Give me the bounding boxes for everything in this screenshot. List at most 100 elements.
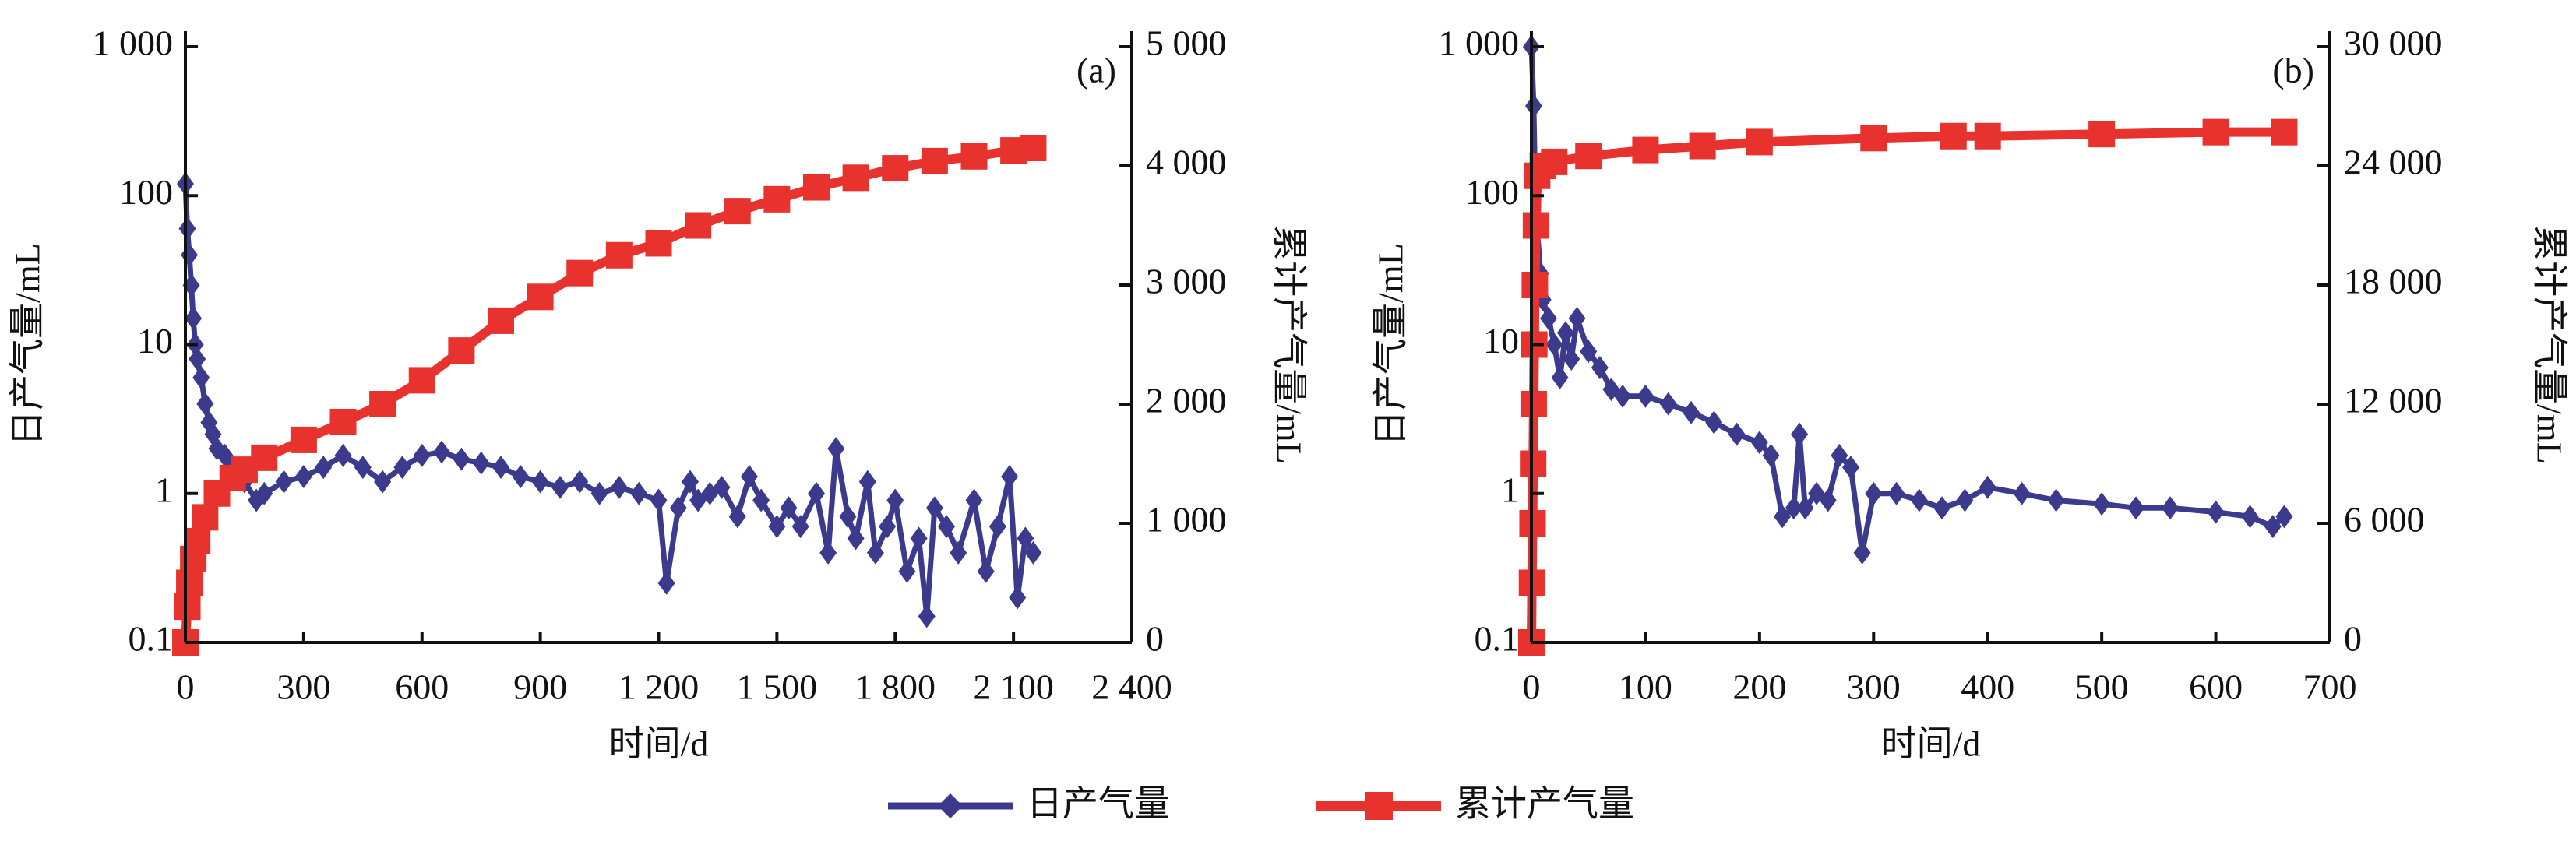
y-tick-label: 1 000 [93,23,174,63]
data-point [1024,540,1042,565]
y2-tick-label: 12 000 [2344,381,2443,420]
data-point [724,198,751,225]
data-point [2162,496,2179,520]
y2-tick-label: 5 000 [1146,23,1227,63]
data-point [918,604,936,628]
data-point [1705,410,1723,435]
data-point [1785,496,1802,520]
x-axis-label: 时间/d [1881,724,1981,764]
data-point [780,496,798,520]
data-point [2275,505,2293,529]
data-point [315,456,333,480]
y-tick-label: 0.1 [1475,619,1520,659]
data-point [1910,488,1928,512]
y-tick-label: 1 [155,470,173,509]
data-point [189,347,206,371]
data-point [1956,488,1974,512]
data-point [184,527,211,554]
data-point [2047,488,2065,512]
data-point [1545,333,1563,357]
y2-tick-label: 0 [1146,619,1164,659]
legend-label: 日产气量 [1027,784,1170,824]
data-point [393,456,411,480]
y2-axis-label: 累计产气量/mL [2529,225,2569,464]
data-point [2271,118,2298,146]
legend-marker [1365,792,1393,820]
x-tick-label: 1 800 [855,667,936,707]
data-point [566,259,594,287]
data-point [910,526,928,551]
legend: 日产气量 累计产气量 [888,784,1634,824]
data-point [1774,505,1792,529]
series-line [1528,46,2286,556]
data-point [1865,481,1883,505]
data-point [960,143,988,170]
data-point [1541,148,1568,175]
data-point [847,526,865,551]
data-point [369,391,396,417]
data-point [1831,443,1848,467]
data-point [1819,488,1837,512]
y2-tick-label: 3 000 [1146,262,1227,301]
panel-label: (b) [2272,51,2314,90]
data-point [713,475,731,499]
x-tick-label: 500 [2075,667,2129,707]
data-point [192,365,210,389]
data-point [1556,321,1574,345]
data-point [898,559,916,583]
data-point [1521,272,1549,298]
data-point [488,307,514,334]
data-point [1520,450,1547,477]
data-point [1940,122,1967,150]
data-point [2093,492,2111,516]
data-point [1637,384,1654,408]
data-point [921,147,948,174]
data-point [819,540,837,565]
data-point [1796,496,1814,520]
data-point [886,488,904,512]
y2-axis-label: 累计产气量/mL [1269,225,1309,464]
y-tick-label: 1 000 [1439,23,1520,63]
legend-marker [938,793,963,818]
data-point [512,464,530,488]
data-point [1017,526,1034,551]
data-point [2013,481,2031,505]
data-point [610,475,628,499]
y-tick-label: 1 [1501,470,1519,509]
data-point [1575,143,1602,170]
data-point [2202,118,2229,146]
data-point [2264,515,2282,539]
data-point [2241,505,2259,529]
data-point [752,488,770,512]
data-point [950,540,967,565]
data-point [251,444,278,471]
data-point [1551,365,1569,389]
data-point [682,470,699,494]
data-point [255,481,273,505]
data-point [965,488,983,512]
data-point [531,470,549,494]
data-point [879,515,897,539]
data-point [1746,128,1773,156]
data-point [527,283,554,311]
data-point [728,505,746,529]
data-point [866,540,884,565]
data-point [334,443,352,467]
data-point [1683,400,1700,424]
data-point [294,464,312,488]
x-tick-label: 400 [1961,667,2014,707]
data-point [290,426,317,453]
data-point [988,515,1006,539]
y2-tick-label: 1 000 [1146,500,1227,540]
legend-label: 累计产气量 [1455,784,1634,824]
x-tick-label: 700 [2303,667,2357,707]
data-point [374,470,392,494]
data-point [925,496,943,520]
data-point [827,437,845,461]
data-point [803,174,830,201]
chart-panel: 0 300 600 900 1 200 1 500 1 800 2 100 2 400 0.1 1 1… [8,23,1309,764]
data-point [1750,431,1768,455]
data-point [2088,121,2116,148]
x-tick-label: 2 400 [1091,667,1172,707]
data-point [1520,391,1547,417]
